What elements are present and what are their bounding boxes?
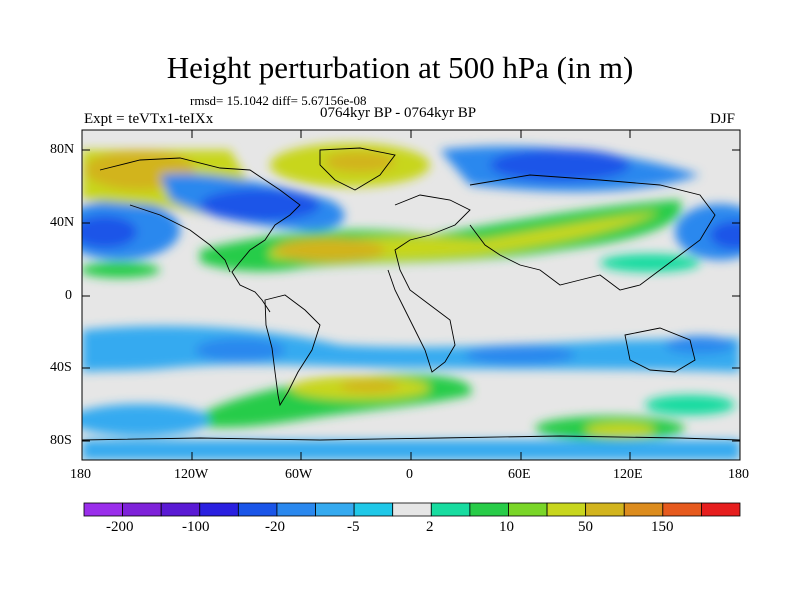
colorbar-label: 50 [578,519,593,535]
lon-label-180w: 180 [70,467,91,482]
season-label: DJF [710,111,736,127]
lat-label-0: 0 [65,288,72,303]
experiment-label: Expt = teVTx1-teIXx [84,111,214,127]
period-label: 0764kyr BP - 0764kyr BP [320,105,477,121]
colorbar-box [508,502,548,517]
lon-label-60e: 60E [508,467,531,482]
colorbar-box [701,502,741,517]
colorbar-label: 150 [651,519,674,535]
lon-label-120e: 120E [613,467,643,482]
chart-title: Height perturbation at 500 hPa (in m) [166,50,634,85]
lon-label-120w: 120W [174,467,209,482]
colorbar-label: -100 [182,519,210,535]
stats-line: rmsd= 15.1042 diff= 5.67156e-08 [190,93,367,108]
colorbar-box [546,502,587,517]
lat-label-80s: 80S [50,433,72,448]
colorbar-box [623,502,664,517]
colorbar-box [237,502,278,517]
colorbar-label: -20 [265,519,285,535]
colorbar-box [160,502,201,517]
lat-label-40s: 40S [50,360,72,375]
colorbar-box [353,502,394,517]
colorbar-label: -5 [347,519,360,535]
colorbar-label: 2 [426,519,434,535]
colorbar-box [83,502,123,517]
colorbar-label: 10 [499,519,514,535]
lon-label-180e: 180 [728,467,749,482]
lon-ticks [81,130,741,460]
lat-label-80n: 80N [50,142,75,157]
lon-label-60w: 60W [285,467,313,482]
lon-label-0: 0 [406,467,413,482]
coastlines [82,147,740,441]
colorbar-box [199,502,239,517]
colorbar-box [662,502,702,517]
colorbar-box [430,502,471,517]
height-field [82,130,740,460]
colorbar-box [392,502,432,517]
colorbar-box [122,502,162,517]
lat-ticks [82,149,740,442]
colorbar-box [276,502,316,517]
colorbar-label: -200 [106,519,134,535]
lat-label-40n: 40N [50,215,75,230]
colorbar-box [469,502,509,517]
colorbar [83,502,741,517]
colorbar-box [585,502,625,517]
colorbar-box [315,502,355,517]
